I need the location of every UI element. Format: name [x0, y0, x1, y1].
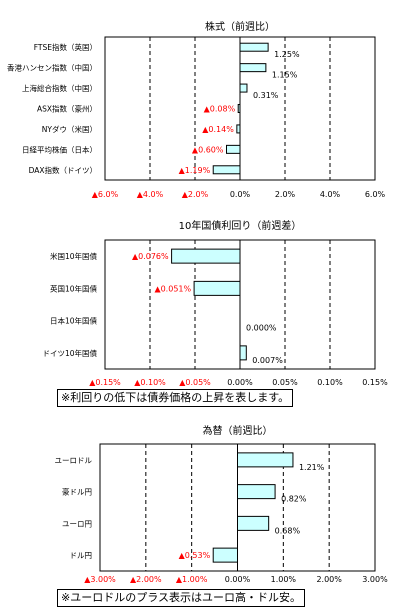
x-tick-label: 0.00%: [225, 575, 251, 584]
x-tick-label: 0.10%: [317, 378, 343, 387]
value-label: 0.68%: [275, 526, 301, 535]
bar: [212, 165, 241, 175]
category-label: ASX指数（豪州）: [37, 104, 97, 114]
equity-chart: 株式（前週比） ▲6.0% ▲4.0% ▲2.0% 0.0% 2.0% 4.0% 6.0% FT…: [0, 0, 402, 205]
bar: [239, 83, 248, 93]
value-label: 0.007%: [252, 356, 283, 365]
fx-note: ※ユーロドルのプラス表示はユーロ高・ドル安。: [57, 589, 305, 607]
category-label: 米国10年国債: [50, 251, 98, 261]
bond-yield-chart: 10年国債利回り（前週差） ▲0.15% ▲0.10% ▲0.05% 0.00% 0.05…: [0, 212, 402, 390]
value-label: ▲0.14%: [202, 125, 234, 134]
fx-chart-svg: 為替（前週比） ▲3.00% ▲2.00% ▲1.00% 0.00% 1.00% 2.00%…: [55, 424, 389, 584]
x-tick-label: ▲4.0%: [137, 190, 164, 199]
category-label: ドイツ10年国債: [42, 348, 97, 358]
value-label: 0.000%: [246, 324, 277, 333]
fx-chart: 為替（前週比） ▲3.00% ▲2.00% ▲1.00% 0.00% 1.00% 2.00%…: [0, 412, 402, 590]
value-label: ▲0.076%: [132, 252, 169, 261]
x-tick-label: ▲0.05%: [179, 378, 211, 387]
value-label: ▲0.53%: [179, 551, 211, 560]
chart-title: 株式（前週比）: [205, 20, 275, 33]
value-label: 1.21%: [299, 463, 325, 472]
x-tick-label: 0.05%: [272, 378, 298, 387]
value-label: 0.31%: [253, 91, 279, 100]
bar: [226, 144, 241, 154]
bar: [237, 484, 276, 500]
category-label: 日本10年国債: [50, 316, 98, 326]
x-tick-label: 0.00%: [227, 378, 253, 387]
category-label: 香港ハンセン指数（中国）: [7, 63, 97, 73]
x-tick-label: ▲3.00%: [84, 575, 116, 584]
bar: [237, 515, 270, 531]
x-tick-label: 2.0%: [275, 190, 296, 199]
bar: [239, 42, 269, 52]
bar: [171, 248, 241, 264]
value-label: ▲1.19%: [179, 166, 211, 175]
value-label: ▲0.60%: [192, 145, 224, 154]
value-label: ▲0.051%: [154, 284, 191, 293]
value-label: 1.15%: [272, 71, 298, 80]
value-label: 1.25%: [274, 50, 300, 59]
bond-yield-note: ※利回りの低下は債券価格の上昇を表します。: [57, 389, 294, 407]
chart-title: 為替（前週比）: [203, 424, 273, 437]
bar: [239, 63, 267, 73]
chart-title: 10年国債利回り（前週差）: [179, 219, 302, 232]
category-label: 英国10年国債: [50, 283, 98, 293]
category-label: 上海総合指数（中国）: [22, 83, 97, 93]
value-label: ▲0.08%: [204, 105, 236, 114]
x-tick-label: 3.00%: [362, 575, 388, 584]
category-label: 豪ドル円: [62, 487, 92, 497]
x-tick-label: 4.0%: [320, 190, 341, 199]
category-label: ドル円: [70, 551, 93, 560]
x-tick-label: ▲2.0%: [182, 190, 209, 199]
value-label: 0.82%: [281, 495, 307, 504]
category-label: ユーロ円: [62, 519, 92, 528]
x-tick-label: 0.15%: [362, 378, 388, 387]
category-label: 日経平均株価（日本）: [22, 144, 97, 154]
category-label: ユーロドル: [55, 456, 93, 465]
x-tick-label: ▲0.15%: [89, 378, 121, 387]
bar: [237, 452, 294, 468]
x-tick-label: 1.00%: [271, 575, 297, 584]
category-label: FTSE指数（英国）: [34, 42, 97, 52]
category-label: NYダウ（米国）: [42, 124, 97, 134]
bond-yield-chart-svg: 10年国債利回り（前週差） ▲0.15% ▲0.10% ▲0.05% 0.00% 0.05…: [42, 219, 388, 387]
bar: [212, 547, 238, 563]
x-tick-label: 0.0%: [230, 190, 251, 199]
bar: [239, 345, 247, 361]
bar: [237, 104, 241, 113]
bar: [236, 124, 241, 134]
x-tick-label: ▲2.00%: [130, 575, 162, 584]
x-tick-label: 2.00%: [316, 575, 342, 584]
bar: [193, 280, 241, 296]
category-label: DAX指数（ドイツ）: [29, 165, 97, 175]
equity-chart-svg: 株式（前週比） ▲6.0% ▲4.0% ▲2.0% 0.0% 2.0% 4.0% 6.0% FT…: [7, 20, 386, 199]
x-tick-label: 6.0%: [365, 190, 386, 199]
x-tick-label: ▲6.0%: [92, 190, 119, 199]
x-tick-label: ▲1.00%: [176, 575, 208, 584]
x-tick-label: ▲0.10%: [134, 378, 166, 387]
